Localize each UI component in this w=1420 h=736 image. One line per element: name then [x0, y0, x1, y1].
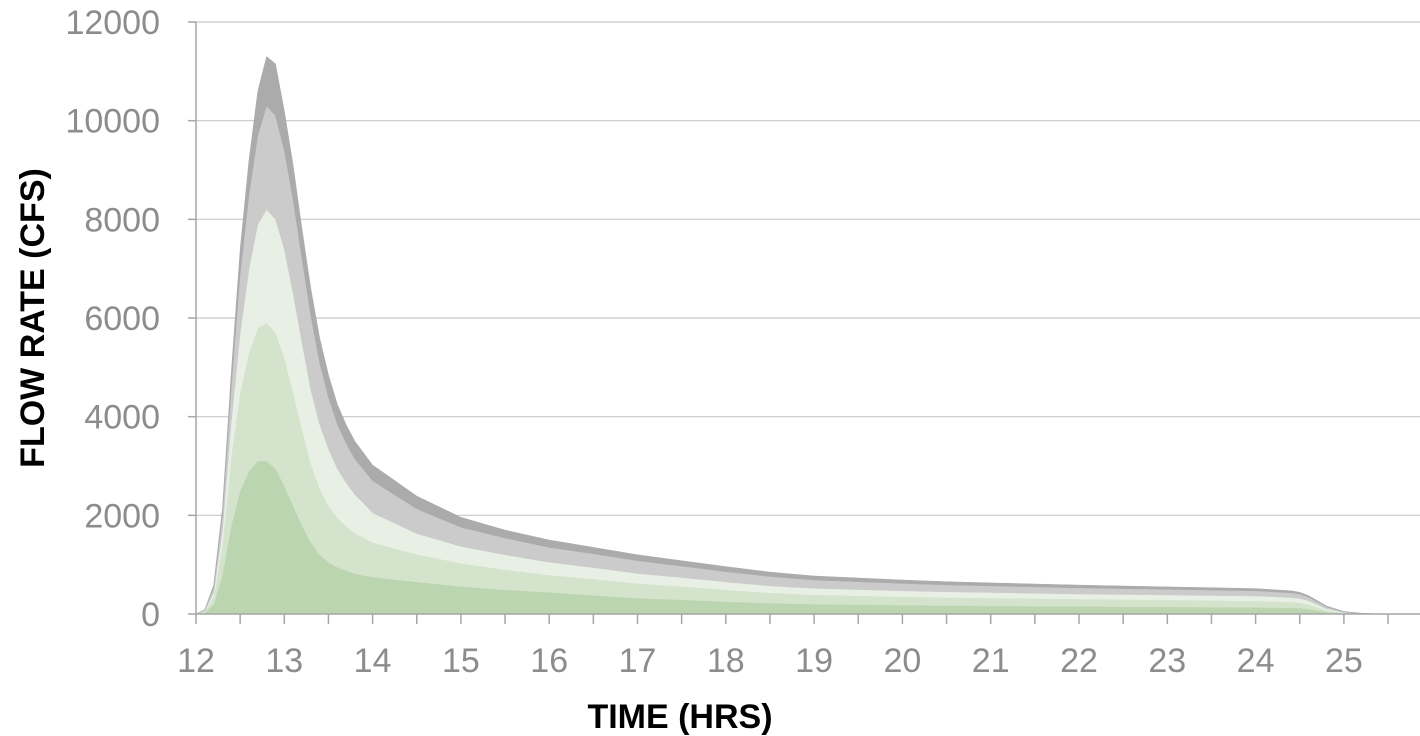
y-tick-label-12000: 12000	[65, 4, 160, 42]
x-tick-labels: 12 13 14 15 16 17 18 19 20 21 22 23 24 25	[177, 642, 1363, 680]
y-tick-label-0: 0	[141, 596, 160, 634]
y-tick-label-8000: 8000	[84, 201, 160, 239]
x-tick-label-22: 22	[1060, 642, 1098, 680]
y-tick-labels: 0 2000 4000 6000 8000 10000 12000	[65, 4, 160, 634]
y-tick-label-6000: 6000	[84, 300, 160, 338]
y-axis-title: FLOW RATE (CFS)	[14, 168, 52, 468]
x-tick-label-20: 20	[883, 642, 921, 680]
x-tick-label-23: 23	[1148, 642, 1186, 680]
x-tick-label-12: 12	[177, 642, 215, 680]
x-tick-label-13: 13	[265, 642, 303, 680]
x-tick-label-18: 18	[707, 642, 745, 680]
axes	[188, 21, 1420, 624]
x-tick-label-25: 25	[1325, 642, 1363, 680]
x-tick-label-19: 19	[795, 642, 833, 680]
x-axis-title: TIME (HRS)	[587, 698, 772, 736]
x-tick-label-15: 15	[442, 642, 480, 680]
x-tick-label-24: 24	[1237, 642, 1275, 680]
y-tick-label-2000: 2000	[84, 497, 160, 535]
y-tick-label-10000: 10000	[65, 103, 160, 141]
gridlines	[196, 21, 1420, 516]
x-tick-label-14: 14	[354, 642, 392, 680]
x-tick-label-16: 16	[530, 642, 568, 680]
y-tick-label-4000: 4000	[84, 399, 160, 437]
x-tick-label-21: 21	[972, 642, 1010, 680]
area-series-group	[195, 56, 1389, 615]
x-tick-label-17: 17	[619, 642, 657, 680]
